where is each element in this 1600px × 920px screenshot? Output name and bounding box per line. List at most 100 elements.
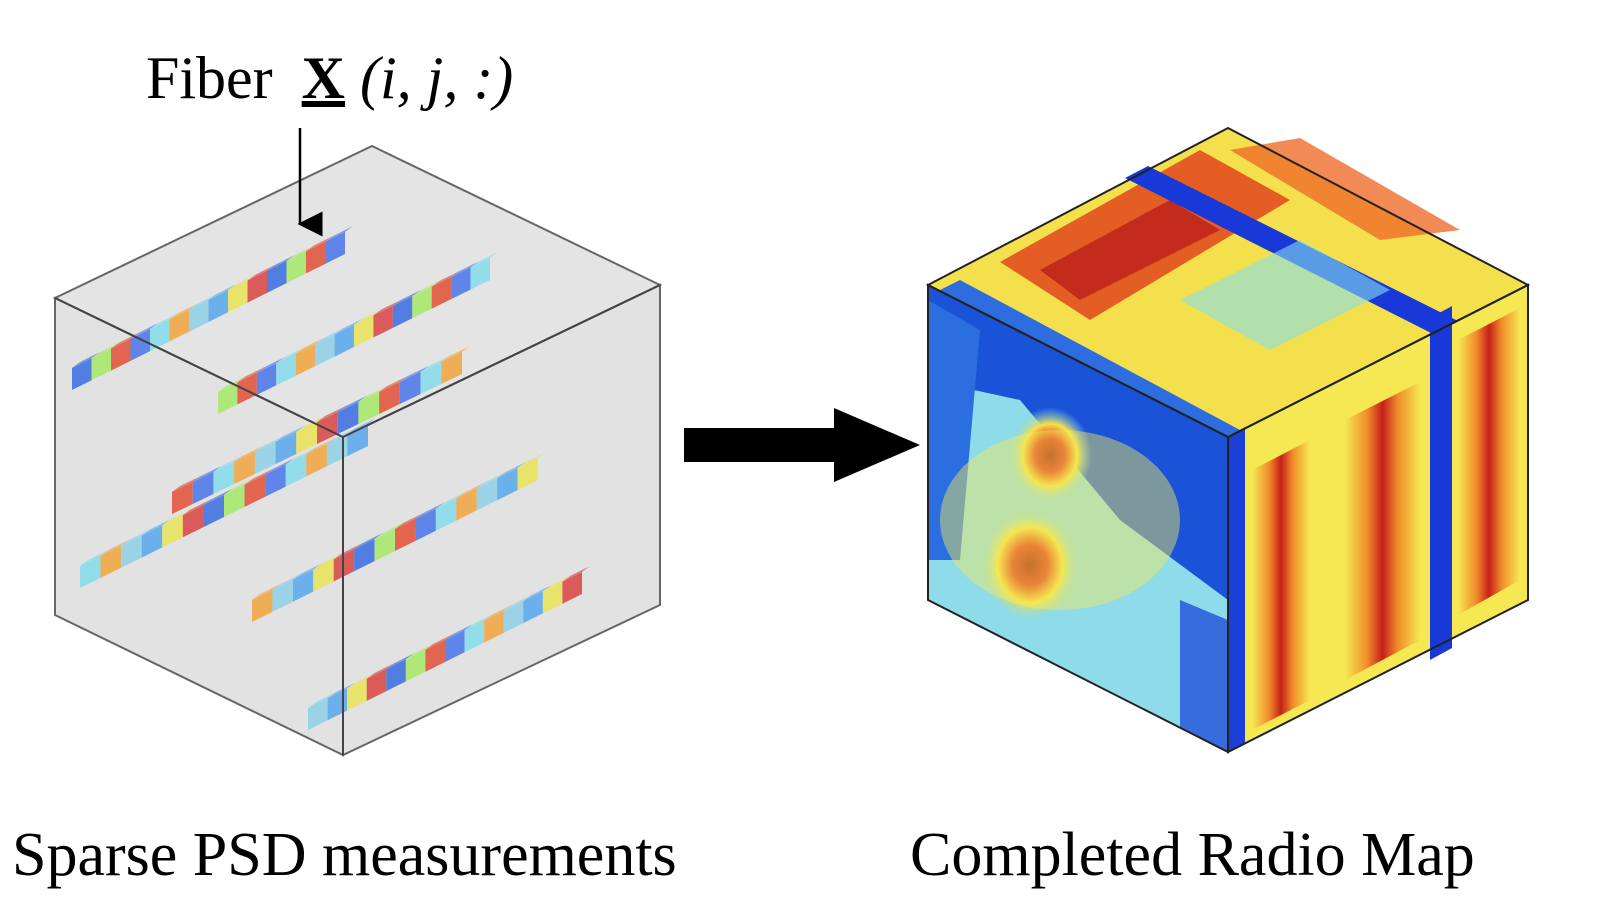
radio-map-cube [925, 126, 1531, 754]
fiber-segment [286, 251, 306, 284]
fiber-segment [451, 267, 471, 300]
fiber-segment [91, 348, 111, 381]
measured-fiber [80, 418, 376, 588]
fiber-segment [237, 372, 257, 405]
fiber-segment-top [91, 342, 119, 359]
fiber-segment [420, 362, 442, 394]
fiber-segment-top [317, 406, 346, 422]
fiber-segment-top [354, 533, 383, 550]
fiber-segment [399, 372, 421, 404]
fiber-segment [121, 535, 142, 568]
fiber-segment [325, 232, 345, 264]
fiber-segment [562, 572, 582, 604]
fiber-segment [141, 525, 163, 558]
fiber-segment-top [354, 309, 382, 325]
fiber-segment-top [254, 436, 284, 452]
fiber-tensor-symbol: X [302, 45, 345, 111]
left-caption: Sparse PSD measurements [12, 821, 677, 889]
fiber-group [72, 226, 590, 730]
fiber-segment-top [334, 319, 362, 335]
measured-fiber [308, 566, 590, 730]
svg-text:Fiber X (i, j, :): Fiber X (i, j, :) [146, 45, 513, 111]
fiber-segment [425, 640, 445, 672]
fiber-segment-top [80, 549, 109, 566]
fiber-segment [337, 402, 359, 434]
fiber-segment-top [252, 583, 281, 600]
fiber-segment-top [431, 271, 460, 287]
measured-fiber [72, 226, 353, 390]
fiber-segment-top [395, 512, 424, 529]
fiber-segment [172, 482, 193, 514]
fiber-segment-top [100, 539, 130, 556]
fiber-segment [292, 569, 314, 602]
fiber-segment-top [292, 563, 322, 580]
fiber-segment-top [497, 462, 526, 479]
fiber-segment [100, 545, 122, 578]
fiber-segment [296, 422, 317, 454]
fiber-segment-top [484, 604, 512, 621]
fiber-segment-top [542, 575, 571, 592]
fiber-segment [523, 591, 543, 624]
fiber-segment [503, 601, 524, 633]
fiber-segment [192, 472, 214, 504]
fiber-segment-top [203, 489, 232, 506]
fiber-segment-top [392, 290, 421, 306]
fiber-label: Fiber X (i, j, :) [146, 45, 513, 237]
fiber-segment-top [347, 418, 376, 435]
fiber-segment-top [327, 682, 356, 699]
fiber-segment-top [111, 332, 139, 349]
fiber-segment-top [141, 519, 171, 536]
fiber-segment [208, 290, 228, 322]
fiber-segment-top [276, 347, 304, 364]
radio-map-left-pattern [928, 285, 1228, 752]
fiber-segment [354, 315, 374, 347]
fiber-segment-top [315, 328, 343, 345]
fiber-segment [497, 468, 518, 501]
right-arrow-icon [684, 408, 920, 482]
fiber-segment-top [405, 643, 434, 660]
fiber-segment-top [224, 478, 253, 495]
fiber-segment-top [523, 585, 551, 602]
fiber-segment-top [296, 416, 325, 432]
fiber-segment [162, 515, 183, 548]
fiber-segment [111, 338, 131, 371]
fiber-segment-top [247, 264, 275, 281]
fiber-segment-top [228, 274, 256, 291]
fiber-segment [484, 610, 504, 643]
fiber-segment [285, 454, 307, 487]
fiber-segment-top [412, 280, 440, 297]
fiber-segment-top [308, 692, 336, 708]
fiber-segment [252, 589, 273, 622]
fiber-segment [354, 539, 375, 572]
fiber-segment-top [72, 352, 100, 368]
fiber-segment-top [234, 446, 263, 462]
fiber-segment [542, 581, 563, 614]
fiber-segment-top [420, 356, 450, 372]
fiber-segment-top [213, 456, 243, 472]
fiber-segment [182, 505, 204, 538]
fiber-segment [379, 382, 400, 414]
fiber-segment-top [265, 458, 294, 475]
fiber-word: Fiber [146, 45, 273, 111]
fiber-segment-top [285, 448, 315, 465]
fiber-segment-top [456, 482, 485, 499]
fiber-segment-top [374, 523, 403, 540]
fiber-segment-top [208, 284, 236, 300]
fiber-segment-top [476, 472, 506, 489]
fiber-segment [213, 462, 235, 494]
fiber-segment [276, 353, 296, 386]
fiber-segment-top [464, 614, 493, 631]
fiber-segment [224, 484, 245, 517]
fiber-segment [275, 432, 297, 464]
fiber-segment-top [256, 357, 285, 373]
fiber-segment [415, 508, 436, 541]
fiber-segment-top [150, 313, 178, 330]
fiber-segment [347, 678, 367, 711]
fiber-segment-top [121, 529, 150, 546]
fiber-segment-top [192, 466, 222, 482]
fiber-segment [464, 620, 485, 653]
fiber-segment-top [373, 299, 401, 316]
fiber-segment [80, 555, 101, 588]
fiber-segment [169, 309, 189, 342]
